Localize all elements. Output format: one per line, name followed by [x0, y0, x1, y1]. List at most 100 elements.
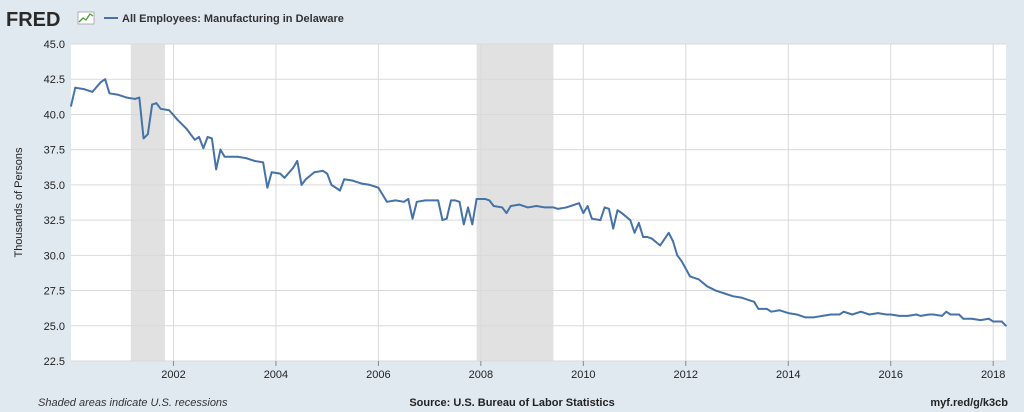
data-point-109	[748, 299, 751, 302]
data-point-62	[458, 200, 461, 203]
y-tick-label-8: 42.5	[44, 74, 65, 86]
data-point-32	[270, 171, 273, 174]
legend-series-title[interactable]: All Employees: Manufacturing in Delaware	[122, 13, 344, 25]
data-point-35	[292, 167, 294, 169]
y-tick-label-5: 35.0	[44, 180, 65, 192]
y-tick-label-3: 30.0	[44, 250, 65, 262]
y-axis-label: Thousands of Persons	[13, 147, 25, 258]
data-point-64	[467, 206, 469, 209]
data-point-77	[552, 206, 555, 209]
data-point-104	[706, 285, 709, 288]
data-point-133	[928, 313, 931, 316]
data-point-50	[394, 199, 397, 202]
fred-logo[interactable]: FRED	[6, 9, 60, 31]
data-point-82	[582, 212, 585, 214]
data-point-16	[168, 109, 171, 112]
data-point-40	[321, 169, 324, 172]
data-point-134	[932, 313, 935, 316]
data-point-114	[778, 309, 781, 312]
data-point-131	[915, 313, 918, 316]
data-point-87	[608, 207, 610, 210]
data-point-2	[82, 88, 85, 90]
short-url-link[interactable]: myf.red/g/k3cb	[930, 397, 1008, 409]
data-point-121	[838, 313, 841, 316]
data-point-54	[415, 200, 418, 203]
data-point-74	[526, 206, 529, 209]
data-point-11	[142, 137, 145, 140]
recession-note: Shaded areas indicate U.S. recessions	[38, 397, 228, 409]
data-point-10	[138, 96, 141, 99]
source-note: Source: U.S. Bureau of Labor Statistics	[409, 397, 614, 409]
data-point-66	[475, 198, 478, 200]
data-point-144	[1000, 320, 1003, 323]
data-point-116	[795, 313, 798, 316]
data-point-31	[266, 186, 269, 189]
data-point-135	[941, 315, 943, 317]
data-point-105	[714, 289, 717, 292]
data-point-52	[407, 198, 410, 200]
y-tick-label-9: 45.0	[44, 39, 65, 51]
data-point-78	[556, 207, 559, 210]
data-point-120	[830, 313, 832, 316]
data-point-75	[535, 205, 538, 207]
data-point-14	[155, 102, 158, 105]
x-tick-label-3: 2008	[469, 369, 493, 381]
data-point-22	[206, 136, 209, 138]
data-point-20	[198, 136, 200, 138]
series-line	[70, 78, 1007, 327]
data-point-68	[488, 199, 491, 202]
data-point-4	[99, 81, 102, 83]
data-point-72	[509, 205, 512, 207]
data-point-112	[766, 307, 768, 310]
data-point-79	[565, 206, 568, 209]
data-point-56	[432, 199, 435, 202]
data-point-42	[330, 183, 333, 186]
data-point-57	[437, 199, 440, 202]
data-point-8	[125, 96, 128, 99]
recession-band-0	[130, 44, 165, 361]
data-point-96	[650, 237, 653, 240]
data-point-111	[757, 307, 760, 310]
data-point-119	[821, 315, 824, 317]
data-point-107	[731, 295, 734, 298]
data-point-128	[889, 313, 892, 316]
data-point-145	[1005, 324, 1007, 327]
y-tick-label-2: 27.5	[44, 286, 65, 298]
y-tick-label-1: 25.0	[44, 321, 65, 333]
data-point-70	[501, 206, 504, 209]
data-point-80	[569, 205, 572, 207]
data-point-93	[637, 222, 640, 224]
x-axis-ticks: 2002 2004 2006 2008 2010 2012 2014 2016 2018	[161, 361, 1005, 381]
data-point-98	[667, 231, 670, 234]
header: FRED All Employees: Manufacturing in Del…	[6, 9, 344, 31]
data-point-33	[279, 172, 282, 175]
data-point-59	[445, 217, 448, 220]
data-point-43	[339, 189, 341, 192]
data-point-67	[484, 198, 487, 200]
data-point-9	[134, 98, 136, 100]
data-point-91	[629, 219, 632, 222]
recession-band-1	[476, 44, 554, 361]
data-point-51	[403, 200, 405, 203]
data-point-139	[962, 317, 965, 320]
data-point-125	[868, 313, 871, 316]
data-point-110	[753, 300, 756, 303]
x-tick-label-8: 2018	[981, 369, 1005, 381]
data-point-15	[159, 107, 162, 110]
data-point-12	[146, 133, 149, 136]
data-point-18	[185, 127, 188, 130]
data-point-19	[193, 138, 196, 141]
data-point-127	[885, 313, 888, 316]
data-point-30	[262, 161, 265, 164]
recession-shading	[130, 44, 554, 361]
series-points	[70, 78, 1007, 327]
data-point-3	[91, 91, 94, 93]
data-point-60	[450, 199, 452, 202]
data-point-61	[454, 199, 457, 202]
data-point-123	[851, 313, 854, 316]
data-point-99	[672, 240, 674, 243]
data-point-113	[770, 310, 773, 313]
data-point-28	[245, 157, 247, 160]
data-point-88	[612, 227, 615, 230]
